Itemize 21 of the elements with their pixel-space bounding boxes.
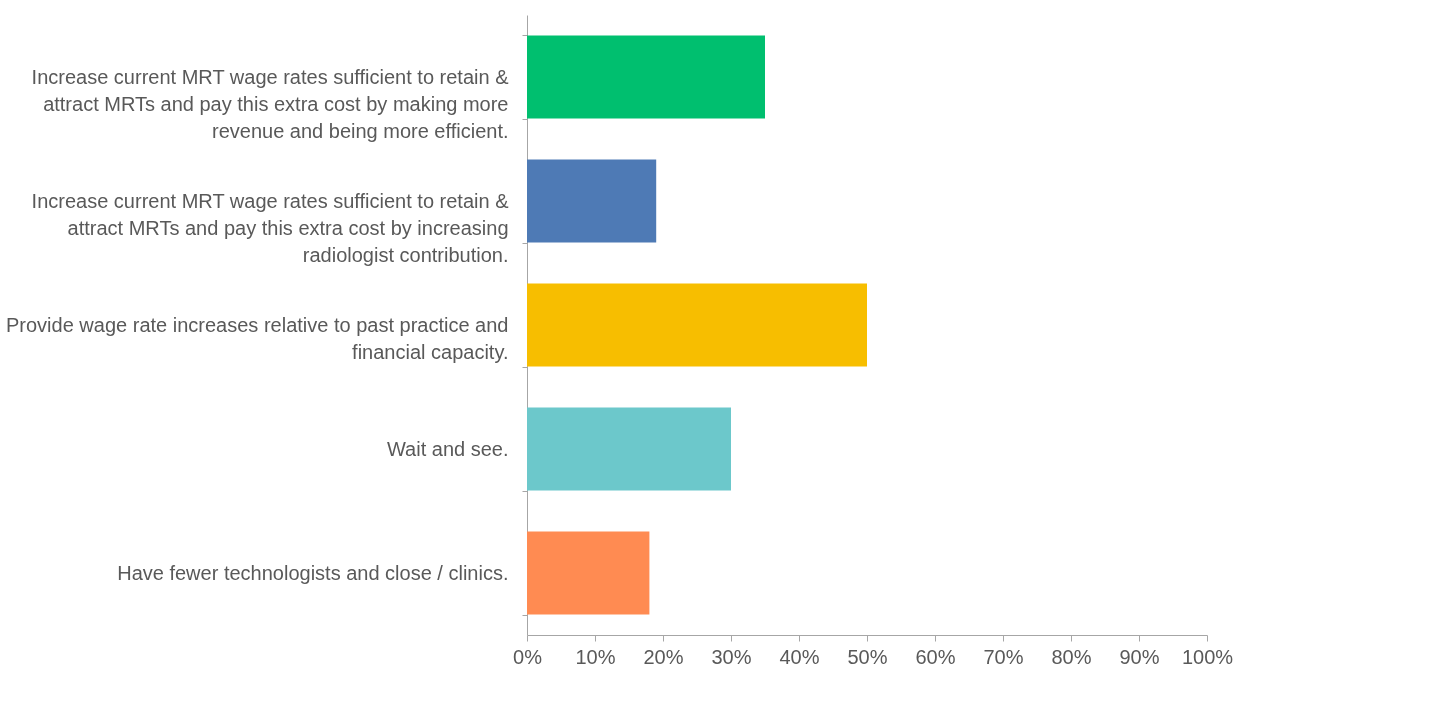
y-tick-label: Have fewer technologists and close / clinics.	[117, 561, 509, 584]
x-tick-label: 90%	[1119, 645, 1160, 668]
y-tick-label: Provide wage rate increases relative to past practice and financial capacity.	[6, 313, 509, 363]
bar	[527, 531, 650, 615]
x-tick-label: 10%	[575, 645, 616, 668]
x-tick-label: 100%	[1181, 645, 1234, 668]
bar	[527, 159, 657, 243]
x-tick-label: 40%	[779, 645, 820, 668]
x-tick-label: 20%	[643, 645, 684, 668]
bar	[527, 407, 731, 491]
bar	[527, 283, 867, 367]
x-tick-label: 80%	[1051, 645, 1092, 668]
y-tick-label: Increase current MRT wage rates sufficient to retain & attract MRTs and pay this extra cost by increasing radiologist contribution.	[31, 189, 510, 266]
x-tick-label: 50%	[847, 645, 888, 668]
x-tick-label: 60%	[915, 645, 956, 668]
y-tick-label: Increase current MRT wage rates sufficient to retain & attract MRTs and pay this extra cost by making more revenue and being more efficient.	[31, 65, 510, 142]
x-tick-label: 30%	[711, 645, 752, 668]
x-tick-label: 0%	[513, 645, 543, 668]
x-tick-label: 70%	[983, 645, 1024, 668]
bar	[527, 35, 765, 119]
y-tick-label: Wait and see.	[386, 437, 509, 460]
